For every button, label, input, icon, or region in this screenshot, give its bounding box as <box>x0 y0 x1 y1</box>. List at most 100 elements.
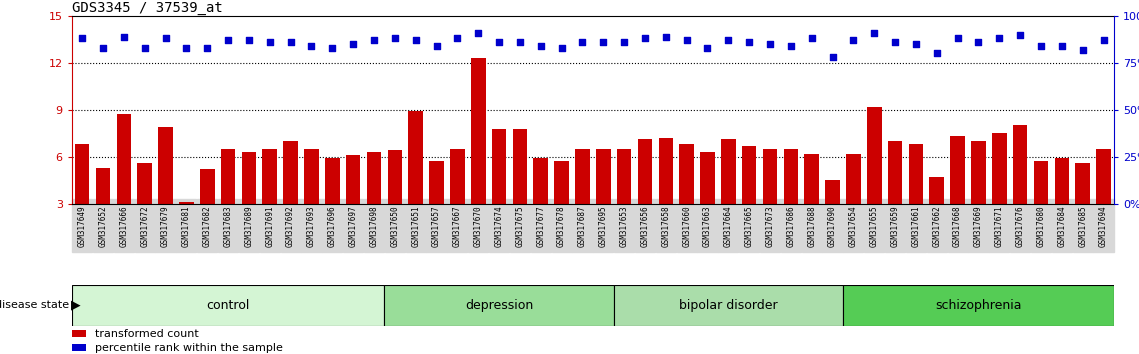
FancyBboxPatch shape <box>614 285 843 326</box>
Text: transformed count: transformed count <box>96 329 199 339</box>
Bar <box>867 107 882 204</box>
Bar <box>429 161 444 204</box>
Bar <box>1055 158 1070 204</box>
Point <box>178 45 196 51</box>
Point <box>678 38 696 43</box>
Bar <box>617 149 631 204</box>
Point <box>595 39 613 45</box>
Bar <box>784 149 798 204</box>
Point <box>469 30 487 36</box>
Bar <box>492 129 507 204</box>
Bar <box>409 111 423 204</box>
Bar <box>158 127 173 204</box>
Bar <box>325 158 339 204</box>
Point <box>969 39 988 45</box>
Text: bipolar disorder: bipolar disorder <box>679 299 778 312</box>
Bar <box>1075 163 1090 204</box>
Point <box>740 39 759 45</box>
Bar <box>470 58 485 204</box>
Bar <box>75 144 90 204</box>
Bar <box>346 155 360 204</box>
Point <box>156 36 174 41</box>
Bar <box>72 330 87 337</box>
Point <box>427 43 445 49</box>
Bar <box>262 149 277 204</box>
Bar <box>1034 161 1048 204</box>
Bar <box>1013 125 1027 204</box>
Point <box>927 51 945 56</box>
Point <box>302 43 320 49</box>
Text: disease state: disease state <box>0 300 69 310</box>
Point <box>323 45 342 51</box>
Bar <box>638 139 653 204</box>
Point <box>866 30 884 36</box>
Text: ▶: ▶ <box>71 299 81 312</box>
Bar <box>367 152 382 204</box>
Point <box>490 39 508 45</box>
Bar <box>179 202 194 204</box>
Point <box>1095 38 1113 43</box>
Point <box>552 45 571 51</box>
FancyBboxPatch shape <box>72 285 384 326</box>
Point <box>803 36 821 41</box>
Text: depression: depression <box>465 299 533 312</box>
Point <box>823 55 842 60</box>
Bar <box>575 149 590 204</box>
Point <box>510 39 528 45</box>
Bar <box>241 152 256 204</box>
Bar <box>909 144 924 204</box>
Bar <box>596 149 611 204</box>
Point <box>240 38 259 43</box>
Point <box>698 45 716 51</box>
Point <box>907 41 925 47</box>
Bar <box>721 139 736 204</box>
Bar <box>679 144 694 204</box>
Point <box>532 43 550 49</box>
Bar <box>887 141 902 204</box>
Point <box>386 36 404 41</box>
Bar <box>284 141 298 204</box>
Bar <box>533 158 548 204</box>
Bar <box>555 161 568 204</box>
Bar <box>826 180 839 204</box>
Point <box>261 39 279 45</box>
Bar <box>450 149 465 204</box>
Point <box>449 36 467 41</box>
FancyBboxPatch shape <box>843 285 1114 326</box>
Text: percentile rank within the sample: percentile rank within the sample <box>96 343 284 353</box>
Point <box>115 34 133 39</box>
Text: schizophrenia: schizophrenia <box>935 299 1022 312</box>
Point <box>1074 47 1092 52</box>
Point <box>990 36 1008 41</box>
Bar <box>304 149 319 204</box>
Point <box>407 38 425 43</box>
Bar <box>992 133 1007 204</box>
Point <box>281 39 300 45</box>
Point <box>761 41 779 47</box>
Bar <box>1096 149 1111 204</box>
Point <box>573 39 591 45</box>
Bar <box>846 154 861 204</box>
Point <box>615 39 633 45</box>
Bar <box>387 150 402 204</box>
Point <box>219 38 237 43</box>
Point <box>136 45 154 51</box>
Bar <box>950 136 965 204</box>
Point <box>719 38 737 43</box>
Point <box>657 34 675 39</box>
Bar <box>116 114 131 204</box>
Point <box>364 38 383 43</box>
Bar <box>804 154 819 204</box>
Bar <box>700 152 715 204</box>
Bar <box>972 141 985 204</box>
Point <box>1032 43 1050 49</box>
Point <box>844 38 862 43</box>
Bar <box>513 129 527 204</box>
Bar <box>741 146 756 204</box>
FancyBboxPatch shape <box>384 285 614 326</box>
Bar <box>72 344 87 351</box>
Point <box>636 36 654 41</box>
Bar <box>763 149 777 204</box>
Point <box>949 36 967 41</box>
Text: GDS3345 / 37539_at: GDS3345 / 37539_at <box>72 1 222 15</box>
